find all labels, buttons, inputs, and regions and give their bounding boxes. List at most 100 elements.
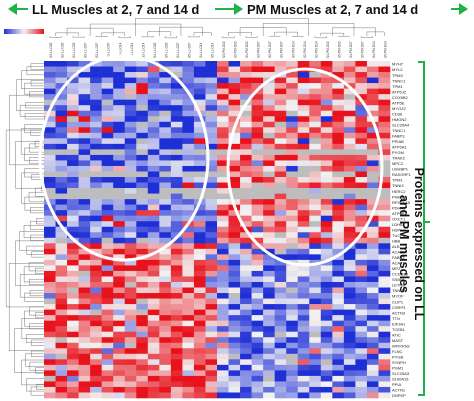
- heatmap-cell: [320, 320, 333, 327]
- heatmap-cell: [44, 143, 56, 150]
- heatmap-cell: [228, 99, 241, 106]
- heatmap-cell: [366, 353, 379, 360]
- heatmap-cell: [274, 337, 287, 344]
- heatmap-cell: [263, 370, 275, 377]
- heatmap-cell: [147, 259, 160, 266]
- row-label: WFIKKN2: [392, 343, 411, 348]
- row-label: RPS6KA5: [392, 200, 411, 205]
- heatmap-cell: [136, 66, 149, 73]
- heatmap-cell: [228, 226, 241, 233]
- heatmap-cell: [170, 154, 183, 161]
- row-label: TNNC3: [392, 288, 406, 293]
- heatmap-cell: [228, 177, 241, 183]
- heatmap-cell: [332, 243, 345, 250]
- column-label: S1-LL-D14: [141, 42, 145, 58]
- heatmap-cell: [263, 326, 275, 332]
- heatmap-cell: [78, 88, 91, 95]
- heatmap-cell: [332, 370, 345, 377]
- heatmap-cell: [182, 105, 195, 112]
- heatmap-cell: [170, 83, 183, 89]
- heatmap-cell: [67, 392, 79, 399]
- heatmap-cell: [55, 188, 68, 194]
- heatmap-cell: [343, 370, 356, 377]
- heatmap-cell: [366, 154, 379, 161]
- heatmap-cell: [228, 320, 241, 327]
- heatmap-cell: [240, 276, 252, 283]
- heatmap-cell: [124, 110, 137, 117]
- heatmap-cell: [159, 259, 172, 266]
- row-label: MAST: [392, 338, 404, 343]
- heatmap-cell: [240, 364, 252, 371]
- heatmap-cell: [101, 193, 114, 200]
- heatmap-cell: [193, 193, 206, 200]
- heatmap-cell: [217, 381, 229, 388]
- row-label: EIF3A1: [392, 321, 406, 326]
- heatmap-cell: [193, 237, 206, 244]
- heatmap-cell: [101, 265, 114, 272]
- column-label: S1-PM-D07: [280, 41, 284, 58]
- heatmap-cell: [217, 315, 229, 321]
- heatmap-cell: [251, 199, 264, 205]
- heatmap-cell: [297, 99, 310, 106]
- protein-side-label: Proteins expressed on LL and PM muscles: [394, 134, 426, 354]
- row-label: MYOZ2: [392, 106, 407, 111]
- heatmap-cell: [113, 232, 126, 239]
- heatmap-cell: [378, 348, 391, 355]
- heatmap-cell: [67, 309, 79, 316]
- heatmap-cell: [78, 188, 91, 194]
- heatmap-cell: [67, 370, 79, 377]
- heatmap-cell: [182, 381, 195, 388]
- heatmap-cell: [182, 154, 195, 161]
- heatmap-cell: [67, 88, 79, 95]
- heatmap-cell: [44, 72, 56, 78]
- heatmap-cell: [343, 259, 356, 266]
- heatmap-cell: [124, 320, 137, 327]
- heatmap-cell: [101, 293, 114, 299]
- heatmap-cell: [251, 138, 264, 145]
- heatmap-cell: [136, 182, 149, 189]
- heatmap-cell: [378, 392, 391, 399]
- heatmap-cell: [136, 287, 149, 294]
- heatmap-cell: [240, 281, 252, 288]
- heatmap-cell: [136, 188, 149, 194]
- heatmap-cell: [228, 259, 241, 266]
- heatmap-cell: [182, 348, 195, 355]
- heatmap-cell: [67, 154, 79, 161]
- heatmap-cell: [378, 315, 391, 321]
- heatmap-cell: [67, 210, 79, 216]
- heatmap-cell: [124, 132, 137, 139]
- heatmap-cell: [90, 182, 102, 189]
- heatmap-cell: [263, 143, 275, 150]
- heatmap-cell: [366, 127, 379, 134]
- heatmap-cell: [205, 248, 218, 255]
- heatmap-cell: [170, 127, 183, 134]
- column-label: S2-PM-D07: [268, 41, 272, 58]
- heatmap-cell: [159, 375, 172, 382]
- heatmap-cell: [90, 204, 102, 211]
- row-label: TPM1: [392, 84, 403, 89]
- heatmap-cell: [366, 331, 379, 338]
- heatmap-cell: [263, 386, 275, 393]
- heatmap-cell: [263, 359, 275, 366]
- heatmap-cell: [355, 353, 368, 360]
- heatmap-cell: [101, 276, 114, 283]
- heatmap-cell: [378, 149, 391, 156]
- heatmap-cell: [78, 116, 91, 123]
- heatmap-cell: [90, 188, 102, 194]
- heatmap-cell: [159, 210, 172, 216]
- heatmap-cell: [136, 94, 149, 100]
- heatmap-cell: [205, 72, 218, 78]
- heatmap-cell: [263, 254, 275, 261]
- heatmap-cell: [263, 221, 275, 228]
- heatmap-cell: [101, 94, 114, 100]
- heatmap-cell: [44, 370, 56, 377]
- heatmap-cell: [355, 182, 368, 189]
- heatmap-cell: [286, 364, 299, 371]
- heatmap-cell: [343, 353, 356, 360]
- heatmap-cell: [205, 160, 218, 167]
- heatmap-cell: [332, 359, 345, 366]
- heatmap-cell: [205, 243, 218, 250]
- heatmap-cell: [240, 254, 252, 261]
- heatmap-cell: [320, 259, 333, 266]
- heatmap-cell: [263, 171, 275, 178]
